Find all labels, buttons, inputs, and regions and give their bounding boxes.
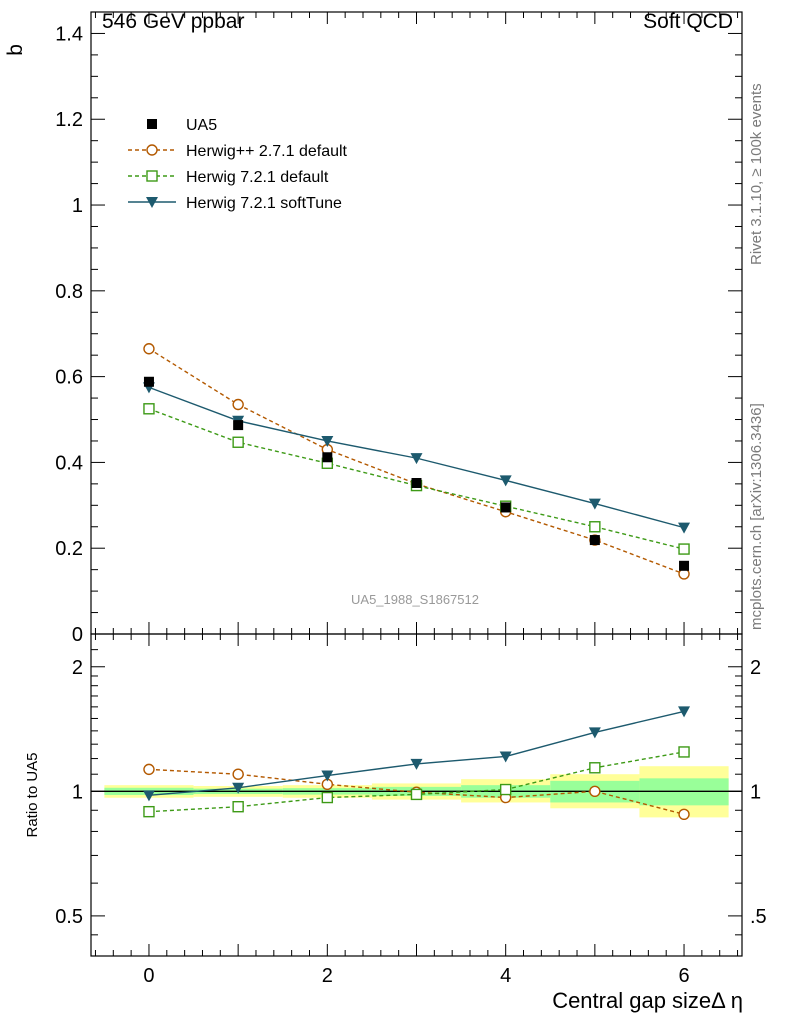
data-point (233, 420, 244, 431)
data-point (232, 436, 244, 448)
ratio-data-point (232, 801, 244, 813)
chart-title-right: Soft QCD (643, 10, 733, 33)
x-tick-label: 6 (678, 965, 689, 987)
y-tick-label: 1.4 (55, 23, 83, 45)
y-tick-label: 0 (72, 624, 83, 646)
legend-marker (146, 197, 158, 208)
ratio-data-point (589, 762, 601, 774)
ratio-data-point (232, 768, 244, 780)
ratio-tick-label-right: 1 (750, 781, 761, 803)
ratio-tick-label-right: 2 (750, 657, 761, 679)
x-axis-label: Central gap sizeΔ η (552, 988, 743, 1013)
data-point (322, 452, 333, 463)
data-point (589, 535, 600, 546)
y-axis-label: b (4, 44, 27, 56)
data-point (321, 435, 334, 447)
legend-label: Herwig 7.2.1 softTune (186, 195, 342, 212)
legend-label: Herwig++ 2.7.1 default (186, 143, 348, 160)
y-tick-label: 1.2 (55, 109, 83, 131)
y-tick-label: 0.2 (55, 538, 83, 560)
ratio-panel: 0 2 4 6 0.5 .5 1 1 2 2 (55, 633, 767, 987)
legend-label: UA5 (186, 117, 217, 134)
main-frame (90, 11, 743, 635)
x-tick-label: 2 (322, 965, 333, 987)
data-point (678, 522, 691, 534)
legend-marker (146, 144, 158, 156)
ratio-tick-label-left: 1 (72, 781, 83, 803)
ratio-data-point (232, 782, 245, 794)
ratio-frame (90, 633, 743, 957)
data-point (143, 343, 155, 355)
ratio-tick-label-right: .5 (750, 906, 767, 928)
main-panel: 0 0.2 0.4 0.6 0.8 1 1.2 1.4 (55, 11, 743, 956)
ratio-data-point (321, 791, 334, 804)
legend: UA5 Herwig++ 2.7.1 default Herwig 7.2.1 de… (128, 117, 348, 212)
y-tick-label: 1 (72, 195, 83, 217)
ratio-data-point (589, 785, 601, 798)
x-tick-label: 4 (500, 965, 511, 987)
ratio-data-point (142, 790, 155, 802)
data-point (679, 560, 690, 571)
ratio-data-point (678, 746, 690, 758)
legend-marker (147, 119, 157, 129)
ratio-data-point (410, 788, 423, 801)
ratio-data-point (499, 751, 512, 763)
legend-marker (146, 170, 158, 182)
ratio-data-point (143, 763, 155, 776)
y-tick-label: 0.6 (55, 367, 83, 389)
data-point (410, 453, 423, 465)
data-point (678, 543, 690, 555)
side-label-bottom: mcplots.cern.ch [arXiv:1306.3436] (748, 403, 765, 630)
y-tick-label: 0.4 (55, 452, 83, 474)
ratio-data-point (588, 727, 601, 739)
data-point (499, 475, 512, 487)
data-point (588, 498, 601, 510)
ratio-data-point (499, 783, 512, 796)
legend-label: Herwig 7.2.1 default (186, 169, 329, 186)
ratio-tick-label-left: 0.5 (55, 906, 83, 928)
data-point (143, 376, 154, 387)
ratio-data-point (678, 706, 691, 718)
ratio-tick-label-left: 2 (72, 657, 83, 679)
data-point (589, 521, 601, 533)
ratio-data-point (321, 770, 334, 782)
ratio-data-point (410, 758, 423, 770)
ratio-data-point (678, 808, 690, 821)
ratio-y-axis-label: Ratio to UA5 (24, 752, 41, 837)
data-point (500, 502, 511, 513)
data-point (232, 398, 244, 411)
ratio-data-point (143, 805, 155, 818)
analysis-label: UA5_1988_S1867512 (351, 592, 479, 607)
chart-title-left: 546 GeV ppbar (102, 10, 244, 33)
data-point (411, 478, 422, 489)
y-tick-label: 0.8 (55, 281, 83, 303)
data-point (143, 403, 155, 415)
x-tick-label: 0 (143, 965, 154, 987)
side-label-top: Rivet 3.1.10, ≥ 100k events (748, 83, 765, 265)
